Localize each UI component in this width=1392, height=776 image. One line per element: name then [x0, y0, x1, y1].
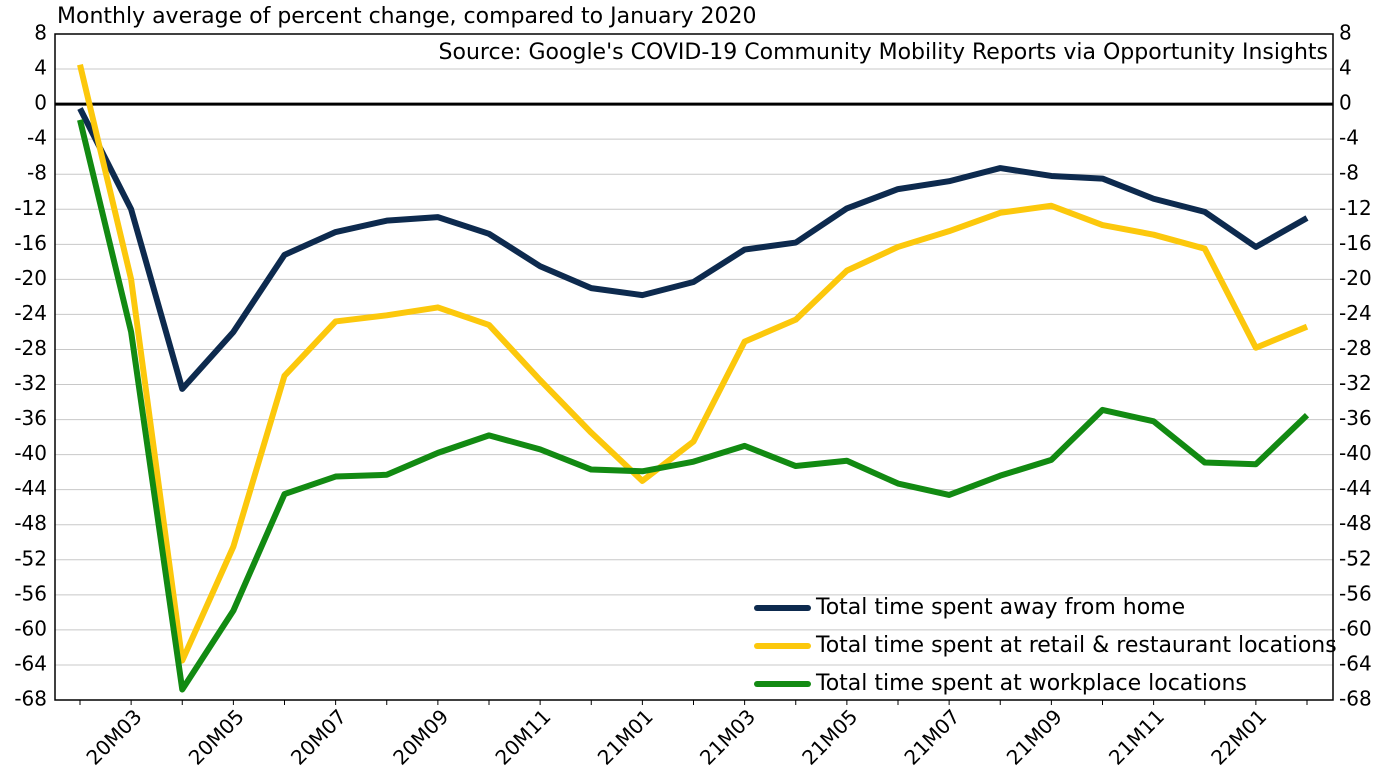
x-tick-label: 21M05 [797, 704, 862, 769]
x-tick-label: 20M03 [81, 704, 146, 769]
y-tick-label: -56 [14, 581, 47, 605]
y2-tick-label: -36 [1339, 406, 1372, 430]
y2-tick-label: -44 [1339, 476, 1372, 500]
x-tick-label: 22M01 [1206, 704, 1271, 769]
legend-label: Total time spent away from home [815, 595, 1185, 620]
y2-tick-label: -4 [1339, 126, 1359, 150]
y2-tick-label: -60 [1339, 616, 1372, 640]
y2-tick-label: 0 [1339, 91, 1352, 115]
y-tick-label: -4 [27, 126, 47, 150]
legend-label: Total time spent at retail & restaurant … [815, 633, 1337, 658]
x-tick-label: 21M01 [593, 704, 658, 769]
y-tick-label: -16 [14, 231, 47, 255]
x-tick-label: 20M07 [286, 704, 351, 769]
y-tick-label: 8 [34, 21, 47, 45]
y2-tick-label: -68 [1339, 687, 1372, 711]
y-tick-label: -20 [14, 266, 47, 290]
x-tick-label: 20M05 [184, 704, 249, 769]
y2-tick-label: -12 [1339, 196, 1372, 220]
y-tick-label: -68 [14, 687, 47, 711]
y-tick-label: -28 [14, 336, 47, 360]
x-tick-label: 20M09 [388, 704, 453, 769]
x-tick-label: 20M11 [490, 704, 555, 769]
y-tick-label: -40 [14, 441, 47, 465]
series-line [77, 119, 1310, 693]
series-line [77, 107, 1309, 392]
y-tick-label: -12 [14, 196, 47, 220]
y-tick-label: 4 [34, 56, 47, 80]
y2-tick-label: -28 [1339, 336, 1372, 360]
y-tick-label: -24 [14, 301, 47, 325]
y2-tick-label: -56 [1339, 581, 1372, 605]
y2-tick-label: -24 [1339, 301, 1372, 325]
y-tick-label: -32 [14, 371, 47, 395]
y2-tick-label: 8 [1339, 21, 1352, 45]
y2-tick-label: -40 [1339, 441, 1372, 465]
y2-tick-label: -64 [1339, 651, 1372, 675]
x-tick-label: 21M11 [1104, 704, 1169, 769]
y2-tick-label: -20 [1339, 266, 1372, 290]
x-tick-label: 21M03 [695, 704, 760, 769]
source-annotation: Source: Google's COVID-19 Community Mobi… [439, 40, 1328, 65]
y-tick-label: 0 [34, 91, 47, 115]
y2-tick-label: -16 [1339, 231, 1372, 255]
legend-label: Total time spent at workplace locations [815, 671, 1247, 696]
y-tick-label: -36 [14, 406, 47, 430]
x-tick-label: 21M07 [899, 704, 964, 769]
y-tick-label: -52 [14, 546, 47, 570]
y2-tick-label: -52 [1339, 546, 1372, 570]
y-tick-label: -48 [14, 511, 47, 535]
y2-tick-label: -8 [1339, 161, 1359, 185]
y-tick-label: -60 [14, 616, 47, 640]
y2-tick-label: -48 [1339, 511, 1372, 535]
series-line [77, 63, 1309, 664]
y-tick-label: -8 [27, 161, 47, 185]
x-tick-label: 21M09 [1002, 704, 1067, 769]
y-tick-label: -64 [14, 651, 47, 675]
y-tick-label: -44 [14, 476, 47, 500]
y2-tick-label: 4 [1339, 56, 1352, 80]
y2-tick-label: -32 [1339, 371, 1372, 395]
chart-title: Monthly average of percent change, compa… [57, 4, 757, 29]
